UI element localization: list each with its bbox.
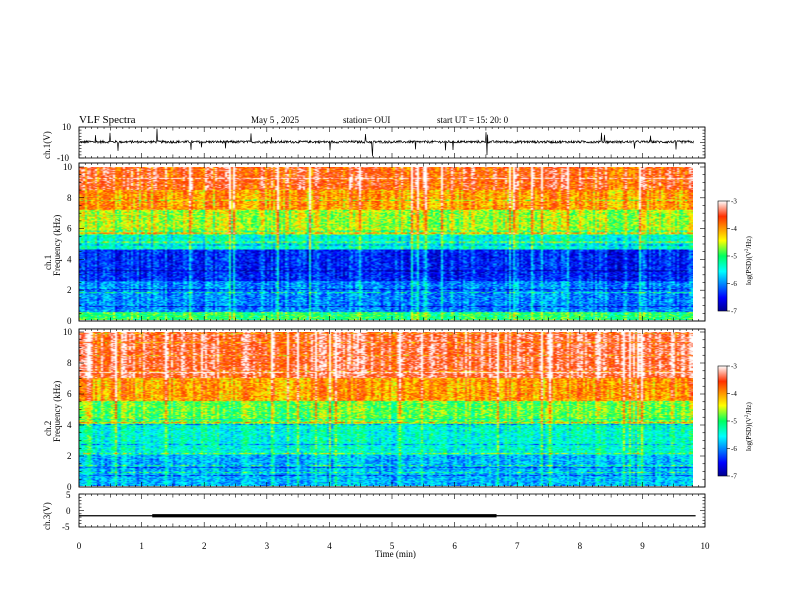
frequency-tick-label: 0 [67,482,72,492]
time-tick-label: 0 [77,541,82,551]
time-tick-label: 4 [327,541,332,551]
time-tick-label: 3 [265,541,270,551]
ch1-waveform-path [79,128,694,157]
ch3-ytick-top: 5 [66,490,71,500]
frequency-tick-label: 2 [67,285,72,295]
ch3-level-panel: 5 0 -5 ch.3(V) 0 1 2 3 4 5 6 7 8 9 10 Time (min) [42,490,710,559]
time-axis-label: Time (min) [375,549,416,559]
ch2-spectrogram-ytick-labels: 0 2 4 6 8 10 [63,327,73,492]
time-tick-label: 5 [390,541,395,551]
frequency-tick-label: 8 [67,358,72,368]
ch1-channel-label: ch.1 [43,255,53,270]
ch3-level-ylabel: ch.3(V) [42,502,52,530]
ch2-spectrogram-image [79,332,693,486]
ch1-frequency-label: Frequency (kHz) [52,215,62,276]
time-tick-label: 10 [701,541,711,551]
frequency-tick-label: 10 [63,162,73,172]
ch3-level-ticks [78,493,706,528]
time-tick-label: 6 [452,541,457,551]
ch1-waveform-ylabel: ch.1(V) [42,131,52,159]
figure-title: VLF Spectra [79,114,136,126]
time-tick-label: 7 [515,541,520,551]
time-tick-label: 9 [640,541,645,551]
ch2-frequency-label: Frequency (kHz) [52,381,62,442]
header-date: May 5 , 2025 [251,115,299,125]
ch1-waveform-ticks [78,126,706,159]
colorbar-tick-label: -4 [731,225,737,233]
frequency-tick-label: 6 [67,224,72,234]
frequency-tick-label: 8 [67,193,72,203]
colorbar-tick-label: -3 [731,198,737,206]
ch1-colorbar-label: log(PSD)(V2/Hz) [745,236,753,285]
time-axis-tick-labels: 0 1 2 3 4 5 6 7 8 9 10 [77,541,710,551]
ch1-ytick-top: 10 [62,122,72,132]
colorbar-tick-label: -4 [731,390,737,398]
frequency-tick-label: 6 [67,389,72,399]
ch2-spectrogram-panel: 0 2 4 6 8 10 ch.2 Frequency (kHz) -3 -4 -5 -6 -7 … [43,327,753,492]
ch1-ytick-bottom: -10 [57,153,69,163]
header-start-time: start UT = 15: 20: 0 [437,115,509,125]
ch2-spectrogram-ticks [78,329,706,488]
colorbar-tick-label: -6 [731,280,737,288]
header-station: station= OUI [343,115,390,125]
colorbar-tick-label: -6 [731,445,737,453]
ch1-spectrogram-panel: 0 2 4 6 8 10 ch.1 Frequency (kHz) -3 -4 -5 -6 -7 … [43,162,753,326]
frequency-tick-label: 10 [63,327,73,337]
ch2-channel-label: ch.2 [43,421,53,436]
ch1-waveform-trace [79,128,694,157]
colorbar-tick-label: -5 [731,253,737,261]
frequency-tick-label: 2 [67,451,72,461]
ch3-ytick-bottom: -5 [62,522,70,532]
ch1-colorbar: -3 -4 -5 -6 -7 log(PSD)(V2/Hz) [717,198,753,316]
ch1-waveform-panel: 10 -10 ch.1(V) [42,122,706,163]
frequency-tick-label: 4 [67,254,72,264]
time-tick-label: 2 [202,541,207,551]
colorbar-tick-label: -3 [731,363,737,371]
ch2-colorbar-label: log(PSD)(V2/Hz) [745,402,753,451]
frequency-tick-label: 0 [67,316,72,326]
ch1-spectrogram-image [79,167,693,320]
ch1-spectrogram-ytick-labels: 0 2 4 6 8 10 [63,162,73,326]
ch1-spectrogram-ticks [78,163,706,322]
colorbar-tick-label: -5 [731,418,737,426]
time-tick-label: 1 [139,541,144,551]
ch2-colorbar-ticks: -3 -4 -5 -6 -7 [727,363,737,481]
colorbar-tick-label: -7 [731,308,737,316]
colorbar-tick-label: -7 [731,473,737,481]
ch1-colorbar-ticks: -3 -4 -5 -6 -7 [727,198,737,316]
ch3-ytick-mid: 0 [66,506,71,516]
time-tick-label: 8 [578,541,583,551]
ch2-colorbar: -3 -4 -5 -6 -7 log(PSD)(V2/Hz) [717,363,753,481]
frequency-tick-label: 4 [67,420,72,430]
